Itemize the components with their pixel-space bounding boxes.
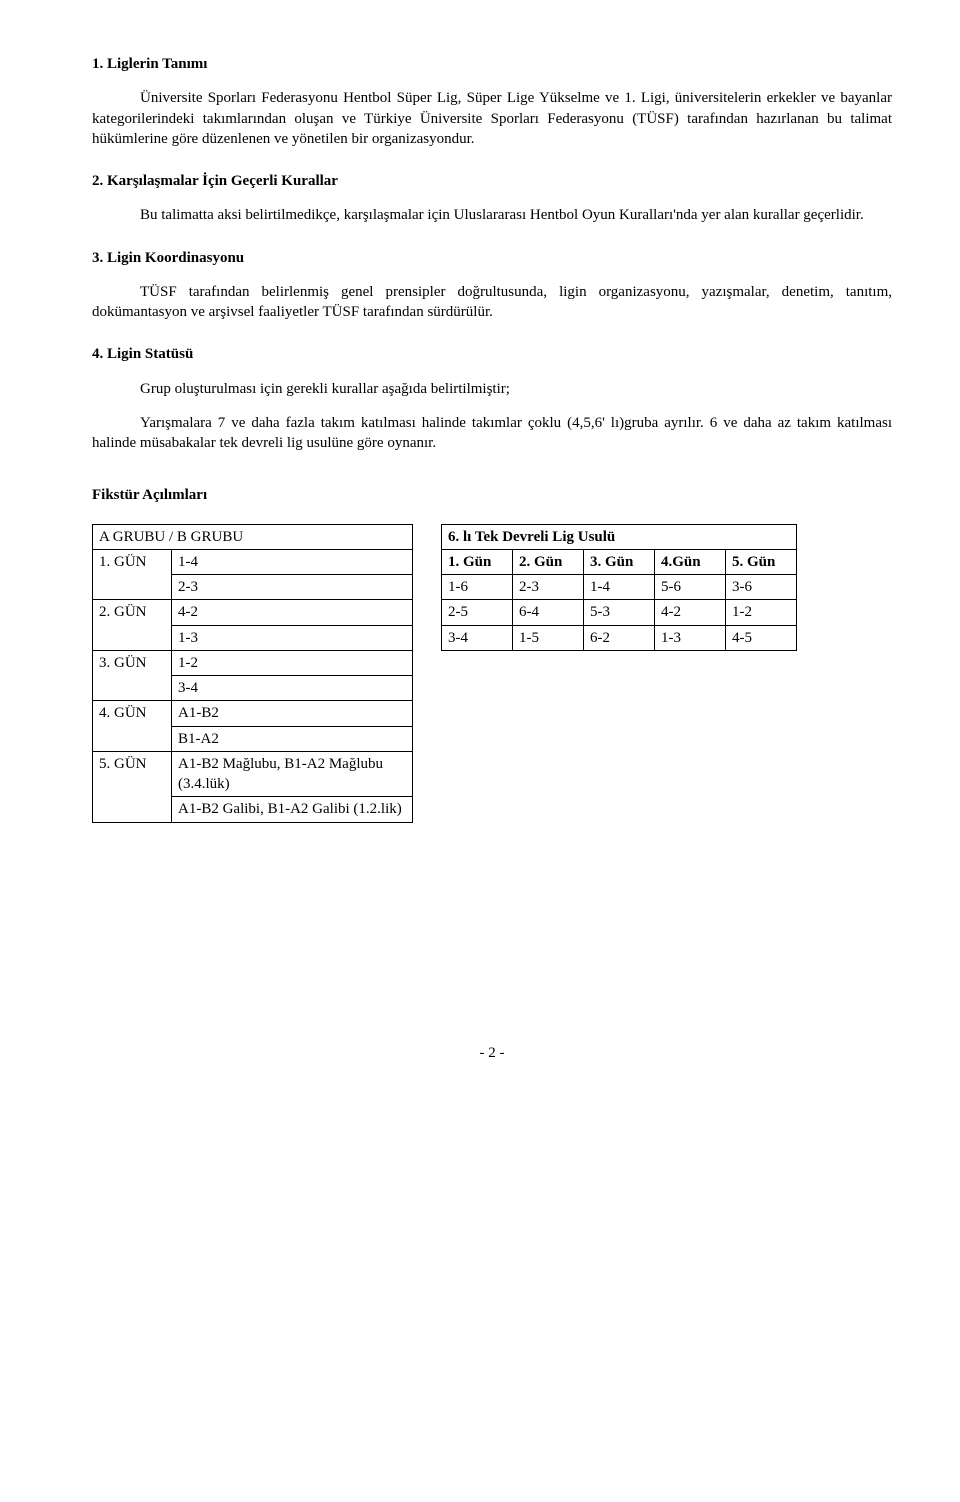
table-b-cell: 1-6 bbox=[442, 575, 513, 600]
table-a-day-blank bbox=[93, 726, 172, 751]
table-b-cell: 4-2 bbox=[655, 600, 726, 625]
table-b-header: 1. Gün bbox=[442, 549, 513, 574]
table-b: 6. lı Tek Devreli Lig Usulü 1. Gün 2. Gü… bbox=[441, 524, 797, 651]
table-b-cell: 3-4 bbox=[442, 625, 513, 650]
section-3-paragraph: TÜSF tarafından belirlenmiş genel prensi… bbox=[92, 282, 892, 323]
table-a-day-blank bbox=[93, 797, 172, 822]
table-b-cell: 1-4 bbox=[584, 575, 655, 600]
table-b-header: 2. Gün bbox=[513, 549, 584, 574]
section-2-heading: 2. Karşılaşmalar İçin Geçerli Kurallar bbox=[92, 171, 892, 191]
tables-row: A GRUBU / B GRUBU 1. GÜN 1-4 2-3 2. GÜN … bbox=[92, 524, 892, 823]
table-b-cell: 5-3 bbox=[584, 600, 655, 625]
table-b-cell: 5-6 bbox=[655, 575, 726, 600]
table-a-cell: A1-B2 Mağlubu, B1-A2 Mağlubu (3.4.lük) bbox=[172, 751, 413, 797]
table-a-cell: A1-B2 Galibi, B1-A2 Galibi (1.2.lik) bbox=[172, 797, 413, 822]
table-a-day: 3. GÜN bbox=[93, 650, 172, 675]
table-a-day-blank bbox=[93, 625, 172, 650]
table-b-cell: 4-5 bbox=[726, 625, 797, 650]
table-a-cell: 3-4 bbox=[172, 676, 413, 701]
table-a-cell: 1-3 bbox=[172, 625, 413, 650]
table-a-day: 5. GÜN bbox=[93, 751, 172, 797]
section-4-paragraph-2: Yarışmalara 7 ve daha fazla takım katılm… bbox=[92, 413, 892, 454]
table-b-header: 3. Gün bbox=[584, 549, 655, 574]
section-4-heading: 4. Ligin Statüsü bbox=[92, 344, 892, 364]
table-a-day: 1. GÜN bbox=[93, 549, 172, 574]
page-number: - 2 - bbox=[92, 1043, 892, 1063]
table-b-cell: 6-2 bbox=[584, 625, 655, 650]
table-b-cell: 3-6 bbox=[726, 575, 797, 600]
table-b-cell: 2-5 bbox=[442, 600, 513, 625]
table-b-header: 4.Gün bbox=[655, 549, 726, 574]
table-a-day: 2. GÜN bbox=[93, 600, 172, 625]
table-b-cell: 2-3 bbox=[513, 575, 584, 600]
table-a-cell: B1-A2 bbox=[172, 726, 413, 751]
table-a-cell: A1-B2 bbox=[172, 701, 413, 726]
table-b-header: 5. Gün bbox=[726, 549, 797, 574]
table-a-title: A GRUBU / B GRUBU bbox=[93, 524, 413, 549]
section-2-paragraph: Bu talimatta aksi belirtilmedikçe, karşı… bbox=[92, 205, 892, 225]
table-a-cell: 2-3 bbox=[172, 575, 413, 600]
table-b-cell: 1-5 bbox=[513, 625, 584, 650]
table-a-cell: 1-2 bbox=[172, 650, 413, 675]
section-4-paragraph-1: Grup oluşturulması için gerekli kurallar… bbox=[92, 379, 892, 399]
section-1-paragraph: Üniversite Sporları Federasyonu Hentbol … bbox=[92, 88, 892, 149]
table-a-cell: 1-4 bbox=[172, 549, 413, 574]
table-b-cell: 1-3 bbox=[655, 625, 726, 650]
table-a: A GRUBU / B GRUBU 1. GÜN 1-4 2-3 2. GÜN … bbox=[92, 524, 413, 823]
table-b-cell: 1-2 bbox=[726, 600, 797, 625]
table-b-cell: 6-4 bbox=[513, 600, 584, 625]
table-a-cell: 4-2 bbox=[172, 600, 413, 625]
table-a-day-blank bbox=[93, 676, 172, 701]
section-1-heading: 1. Liglerin Tanımı bbox=[92, 54, 892, 74]
table-a-day-blank bbox=[93, 575, 172, 600]
section-3-heading: 3. Ligin Koordinasyonu bbox=[92, 248, 892, 268]
table-a-day: 4. GÜN bbox=[93, 701, 172, 726]
table-b-title: 6. lı Tek Devreli Lig Usulü bbox=[442, 524, 797, 549]
fixtures-heading: Fikstür Açılımları bbox=[92, 485, 892, 505]
